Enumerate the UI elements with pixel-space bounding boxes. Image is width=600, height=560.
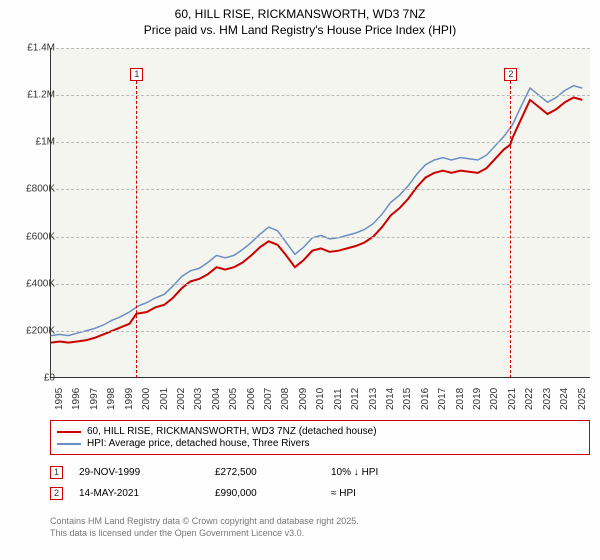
x-axis-label: 2008 <box>280 388 291 410</box>
x-axis-label: 1998 <box>106 388 117 410</box>
x-axis-label: 1996 <box>71 388 82 410</box>
sales-date-1: 29-NOV-1999 <box>79 467 199 478</box>
marker-line <box>136 81 137 378</box>
chart-title-block: 60, HILL RISE, RICKMANSWORTH, WD3 7NZ Pr… <box>0 0 600 38</box>
series-hpi-line <box>51 86 582 336</box>
footer-line1: Contains HM Land Registry data © Crown c… <box>50 516 359 528</box>
sales-row-2: 2 14-MAY-2021 £990,000 ≈ HPI <box>50 483 590 504</box>
x-axis-label: 2003 <box>193 388 204 410</box>
legend-label-price: 60, HILL RISE, RICKMANSWORTH, WD3 7NZ (d… <box>87 426 377 437</box>
gridline-h <box>51 189 590 190</box>
gridline-h <box>51 95 590 96</box>
sales-table: 1 29-NOV-1999 £272,500 10% ↓ HPI 2 14-MA… <box>50 462 590 504</box>
footer-line2: This data is licensed under the Open Gov… <box>50 528 359 540</box>
y-axis-label: £1M <box>36 137 55 148</box>
sales-marker-2: 2 <box>50 487 63 500</box>
gridline-h <box>51 331 590 332</box>
x-axis-label: 2025 <box>577 388 588 410</box>
sales-price-2: £990,000 <box>215 488 315 499</box>
series-price-line <box>51 98 582 343</box>
legend-swatch-hpi <box>57 443 81 445</box>
x-axis-label: 2021 <box>507 388 518 410</box>
y-axis-label: £1.4M <box>27 43 55 54</box>
x-axis-label: 2020 <box>489 388 500 410</box>
x-axis-label: 2024 <box>559 388 570 410</box>
sales-hpi-1: 10% ↓ HPI <box>331 467 431 478</box>
sales-date-2: 14-MAY-2021 <box>79 488 199 499</box>
y-axis-label: £800K <box>26 184 55 195</box>
x-axis-label: 2016 <box>420 388 431 410</box>
chart-plot-area: 12 <box>50 48 590 378</box>
y-axis-label: £200K <box>26 325 55 336</box>
marker-box: 2 <box>504 68 517 81</box>
y-axis-label: £0 <box>44 373 55 384</box>
x-axis-label: 2005 <box>228 388 239 410</box>
gridline-h <box>51 237 590 238</box>
gridline-h <box>51 142 590 143</box>
x-axis-label: 2001 <box>159 388 170 410</box>
x-axis-label: 2006 <box>246 388 257 410</box>
marker-box: 1 <box>130 68 143 81</box>
legend-swatch-price <box>57 431 81 433</box>
x-axis-label: 1999 <box>124 388 135 410</box>
x-axis-label: 2023 <box>542 388 553 410</box>
x-axis-label: 2014 <box>385 388 396 410</box>
x-axis-label: 2015 <box>402 388 413 410</box>
x-axis-label: 2002 <box>176 388 187 410</box>
marker-line <box>510 81 511 378</box>
sales-row-1: 1 29-NOV-1999 £272,500 10% ↓ HPI <box>50 462 590 483</box>
x-axis-label: 2018 <box>455 388 466 410</box>
x-axis-label: 2011 <box>333 388 344 410</box>
x-axis-label: 2000 <box>141 388 152 410</box>
x-axis-label: 2007 <box>263 388 274 410</box>
footer-text: Contains HM Land Registry data © Crown c… <box>50 516 359 539</box>
x-axis-label: 2022 <box>524 388 535 410</box>
sales-marker-1: 1 <box>50 466 63 479</box>
sales-hpi-2: ≈ HPI <box>331 488 431 499</box>
y-axis-label: £1.2M <box>27 90 55 101</box>
x-axis-label: 2017 <box>437 388 448 410</box>
x-axis-label: 1997 <box>89 388 100 410</box>
gridline-h <box>51 284 590 285</box>
x-axis-label: 2010 <box>315 388 326 410</box>
x-axis-label: 2004 <box>211 388 222 410</box>
chart-title-line2: Price paid vs. HM Land Registry's House … <box>0 22 600 38</box>
y-axis-label: £400K <box>26 278 55 289</box>
x-axis-label: 2019 <box>472 388 483 410</box>
legend-row-price: 60, HILL RISE, RICKMANSWORTH, WD3 7NZ (d… <box>57 426 583 437</box>
gridline-h <box>51 48 590 49</box>
x-axis-label: 1995 <box>54 388 65 410</box>
legend-label-hpi: HPI: Average price, detached house, Thre… <box>87 438 310 449</box>
legend-row-hpi: HPI: Average price, detached house, Thre… <box>57 438 583 449</box>
x-axis-label: 2009 <box>298 388 309 410</box>
x-axis-label: 2013 <box>368 388 379 410</box>
chart-title-line1: 60, HILL RISE, RICKMANSWORTH, WD3 7NZ <box>0 6 600 22</box>
y-axis-label: £600K <box>26 231 55 242</box>
sales-price-1: £272,500 <box>215 467 315 478</box>
x-axis-label: 2012 <box>350 388 361 410</box>
chart-legend: 60, HILL RISE, RICKMANSWORTH, WD3 7NZ (d… <box>50 420 590 455</box>
